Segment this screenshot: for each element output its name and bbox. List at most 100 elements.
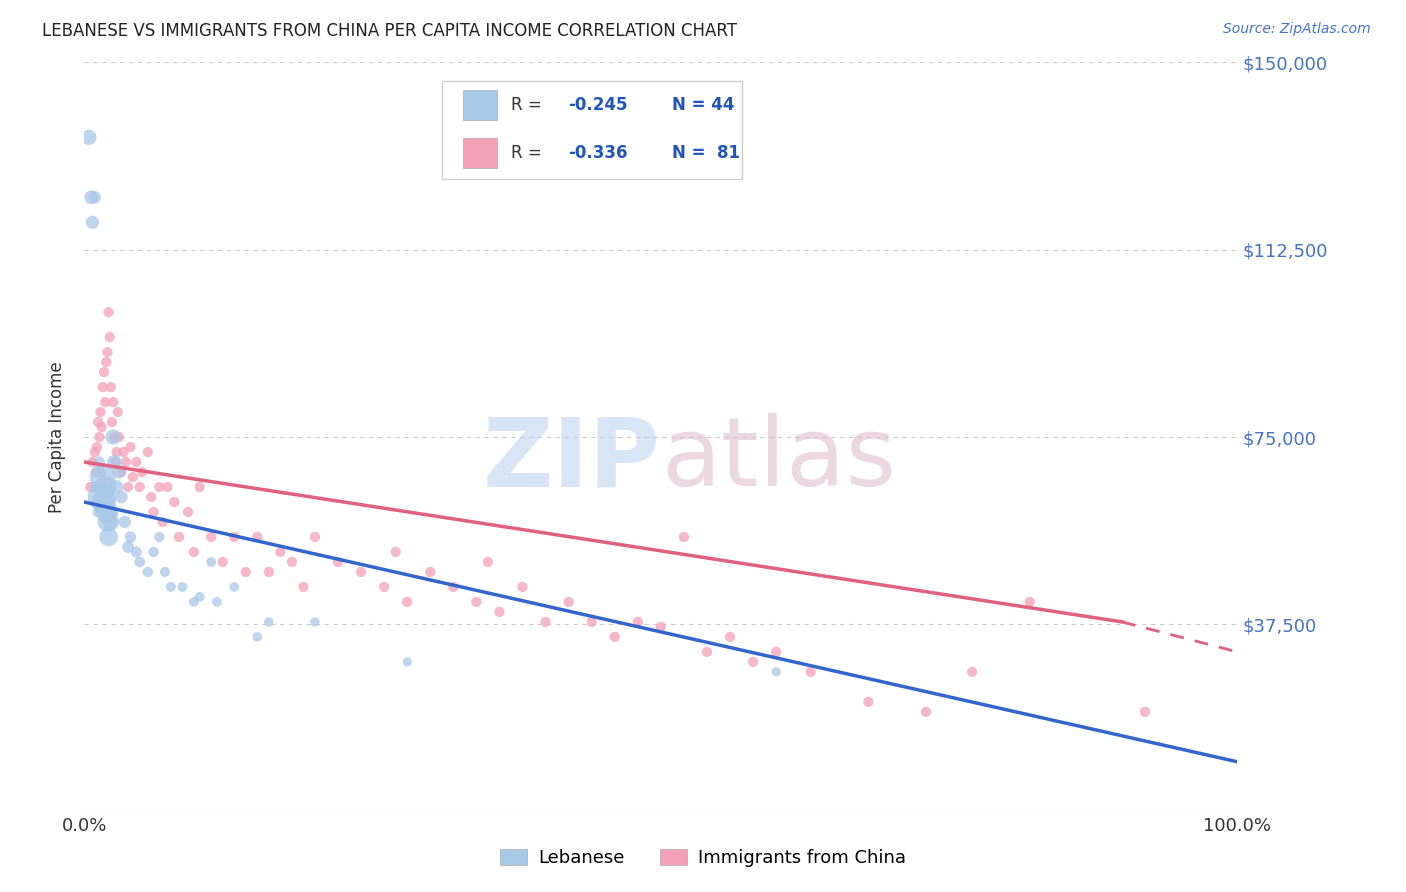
Point	[148, 530, 170, 544]
Point	[200, 530, 222, 544]
Point	[177, 505, 200, 519]
Point	[103, 430, 124, 444]
Point	[257, 565, 280, 579]
Point	[125, 545, 148, 559]
Text: -0.336: -0.336	[568, 145, 628, 162]
Point	[224, 580, 246, 594]
Point	[188, 480, 211, 494]
Point	[246, 630, 269, 644]
Point	[160, 580, 183, 594]
Point	[915, 705, 938, 719]
Point	[211, 555, 233, 569]
Bar	[463, 90, 498, 120]
Point	[96, 345, 118, 359]
Point	[156, 480, 179, 494]
Point	[350, 565, 373, 579]
Point	[384, 545, 406, 559]
Point	[183, 545, 205, 559]
Point	[94, 480, 117, 494]
Point	[103, 430, 125, 444]
Point	[183, 595, 205, 609]
Point	[765, 645, 787, 659]
Point	[858, 695, 880, 709]
Point	[114, 515, 136, 529]
Point	[83, 445, 105, 459]
Point	[153, 565, 176, 579]
Point	[235, 565, 257, 579]
Point	[110, 465, 132, 479]
Point	[257, 615, 280, 629]
Point	[117, 480, 139, 494]
Point	[672, 530, 695, 544]
Point	[1018, 595, 1040, 609]
Point	[94, 395, 117, 409]
Point	[136, 565, 159, 579]
Point	[281, 555, 304, 569]
Point	[419, 565, 441, 579]
Point	[396, 595, 419, 609]
Point	[103, 395, 124, 409]
Point	[98, 505, 121, 519]
Point	[91, 470, 114, 484]
Point	[105, 445, 128, 459]
Point	[93, 365, 115, 379]
Point	[96, 355, 118, 369]
Point	[396, 655, 419, 669]
Point	[765, 665, 787, 679]
Point	[103, 455, 125, 469]
Point	[93, 495, 115, 509]
Point	[292, 580, 315, 594]
Point	[718, 630, 741, 644]
Point	[304, 530, 326, 544]
Point	[224, 530, 246, 544]
Point	[90, 490, 112, 504]
Point	[101, 415, 124, 429]
Point	[120, 440, 142, 454]
Point	[557, 595, 579, 609]
Point	[100, 515, 122, 529]
Text: Source: ZipAtlas.com: Source: ZipAtlas.com	[1223, 22, 1371, 37]
Point	[89, 430, 111, 444]
Point	[90, 420, 112, 434]
Text: N =  81: N = 81	[672, 145, 741, 162]
Point	[125, 455, 148, 469]
Point	[89, 455, 111, 469]
Text: R =: R =	[510, 95, 547, 113]
Point	[148, 480, 170, 494]
Point	[82, 455, 104, 469]
Point	[82, 215, 104, 229]
Point	[115, 455, 138, 469]
FancyBboxPatch shape	[441, 81, 741, 178]
Point	[131, 465, 153, 479]
Point	[800, 665, 823, 679]
Point	[120, 530, 142, 544]
Point	[100, 380, 122, 394]
Point	[108, 465, 131, 479]
Point	[627, 615, 650, 629]
Point	[581, 615, 603, 629]
Point	[84, 480, 107, 494]
Point	[96, 505, 118, 519]
Point	[200, 555, 222, 569]
Point	[304, 615, 326, 629]
Point	[603, 630, 626, 644]
Text: ZIP: ZIP	[482, 413, 661, 506]
Point	[269, 545, 291, 559]
Point	[97, 530, 120, 544]
Point	[97, 305, 120, 319]
Point	[141, 490, 163, 504]
Text: atlas: atlas	[661, 413, 896, 506]
Point	[488, 605, 510, 619]
Point	[246, 530, 269, 544]
Point	[96, 515, 118, 529]
Point	[326, 555, 349, 569]
Bar	[463, 138, 498, 169]
Point	[83, 190, 105, 204]
Legend: Lebanese, Immigrants from China: Lebanese, Immigrants from China	[492, 841, 914, 874]
Point	[105, 480, 128, 494]
Point	[112, 445, 135, 459]
Point	[121, 470, 143, 484]
Point	[167, 530, 190, 544]
Point	[1133, 705, 1156, 719]
Point	[89, 465, 111, 479]
